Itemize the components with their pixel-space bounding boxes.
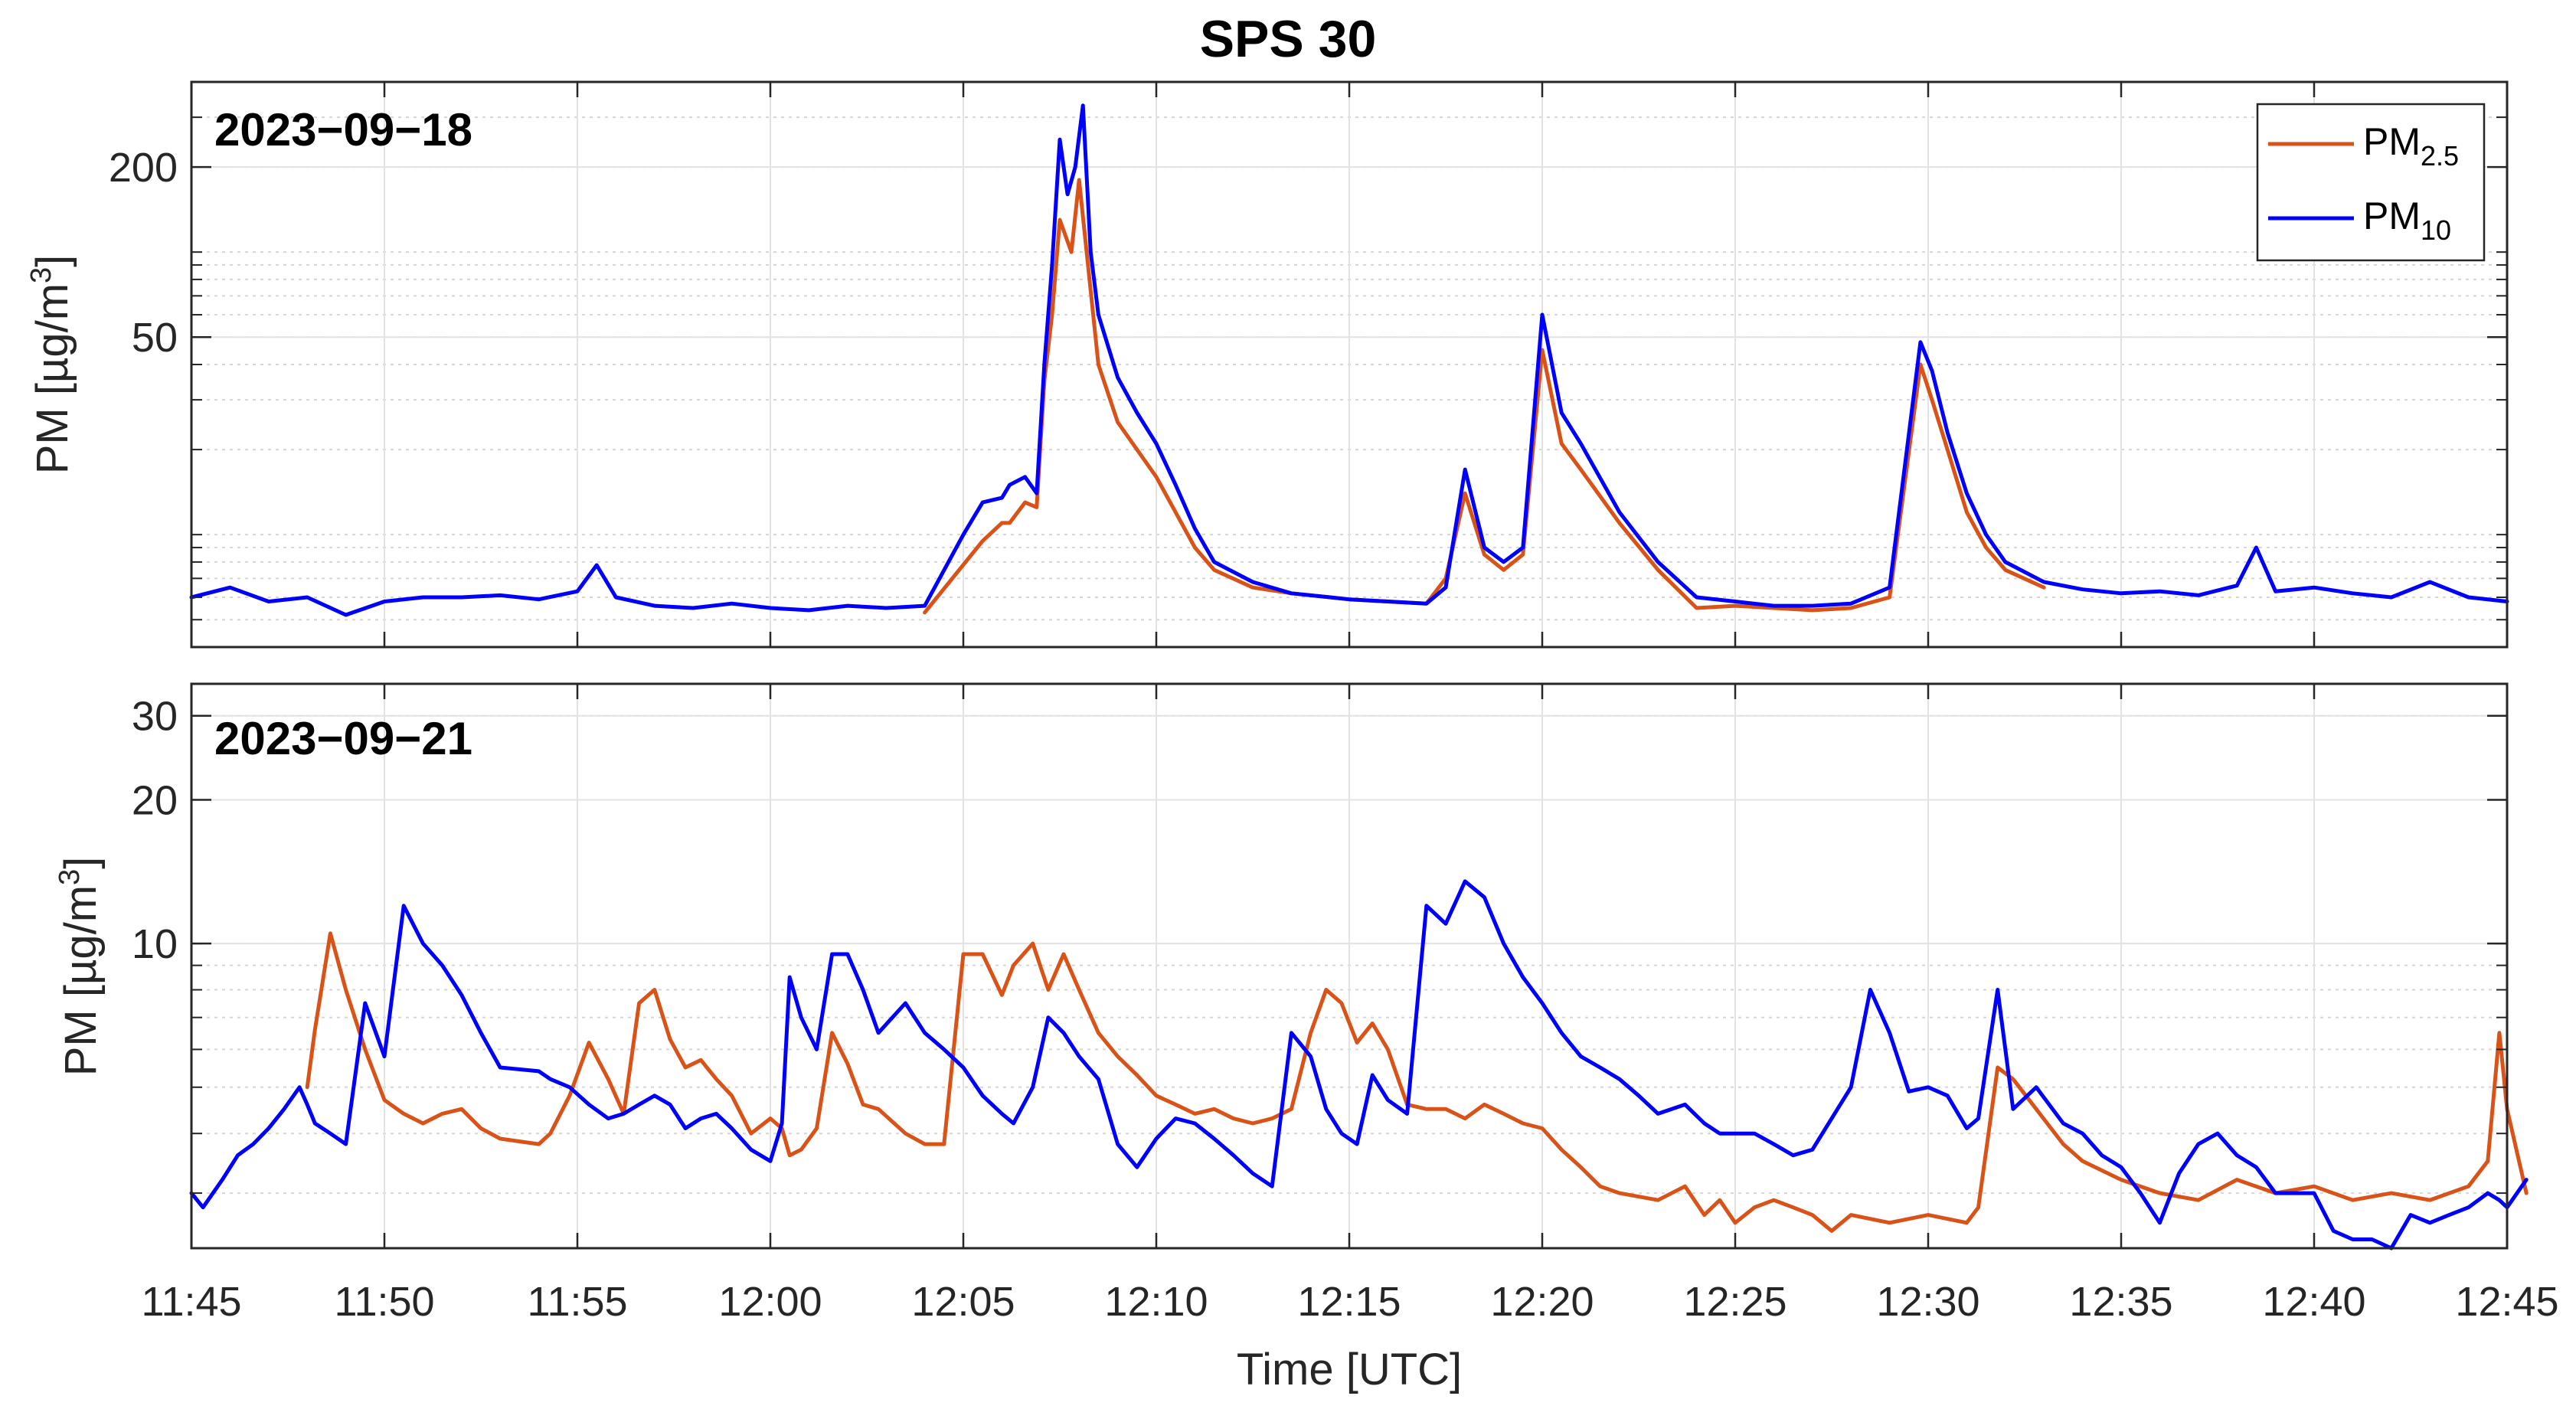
panel-bottom-y-axis-label: PM [µg/m3] xyxy=(54,857,106,1077)
panel-top: 50 200 2023−09−18 PM [µg/m3] PM2.5 PM10 xyxy=(25,80,2509,649)
y-tick-label: 50 xyxy=(132,315,178,361)
x-tick-label: 12:00 xyxy=(718,1279,822,1325)
x-tick-label: 12:45 xyxy=(2455,1279,2558,1325)
x-tick-label: 12:20 xyxy=(1490,1279,1594,1325)
series-line-pm10 xyxy=(189,103,2509,617)
series-line-pm10 xyxy=(189,879,2529,1250)
x-tick-label: 12:25 xyxy=(1683,1279,1787,1325)
panel-bottom-grid xyxy=(191,684,2507,1248)
y-tick-label: 10 xyxy=(132,921,178,967)
panel-bottom-date: 2023−09−21 xyxy=(214,713,472,764)
x-tick-label: 11:50 xyxy=(334,1279,434,1325)
legend: PM2.5 PM10 xyxy=(2256,103,2486,262)
x-axis-label: Time [UTC] xyxy=(1237,1345,1462,1394)
y-tick-label: 30 xyxy=(132,694,178,740)
x-tick-label: 12:30 xyxy=(1876,1279,1979,1325)
panel-top-date: 2023−09−18 xyxy=(214,104,472,155)
panel-top-grid xyxy=(191,82,2507,647)
panel-top-series xyxy=(189,103,2509,617)
x-tick-label: 12:15 xyxy=(1297,1279,1401,1325)
series-line-pm25 xyxy=(305,931,2529,1233)
panel-bottom: 10 20 30 2023−09−21 PM [µg/m3] xyxy=(54,682,2529,1250)
panel-top-y-ticks: 50 200 xyxy=(109,82,2509,647)
chart-title: SPS 30 xyxy=(1200,10,1377,68)
panel-bottom-series xyxy=(189,879,2529,1250)
x-ticks: 11:45 11:50 11:55 12:00 12:05 12:10 12:15 12:20… xyxy=(141,1279,2558,1325)
x-tick-label: 12:05 xyxy=(911,1279,1015,1325)
legend-box xyxy=(2256,103,2486,262)
panel-bottom-y-ticks: 10 20 30 xyxy=(132,684,2509,1248)
y-tick-label: 20 xyxy=(132,777,178,823)
x-tick-label: 12:10 xyxy=(1104,1279,1208,1325)
panel-top-y-axis-label: PM [µg/m3] xyxy=(25,255,77,475)
x-tick-label: 11:45 xyxy=(141,1279,241,1325)
x-tick-label: 12:35 xyxy=(2069,1279,2172,1325)
x-tick-label: 11:55 xyxy=(527,1279,627,1325)
legend-label-pm25: PM2.5 xyxy=(2363,120,2459,172)
legend-label-pm10: PM10 xyxy=(2363,195,2451,246)
x-tick-label: 12:40 xyxy=(2262,1279,2365,1325)
y-tick-label: 200 xyxy=(109,145,178,191)
